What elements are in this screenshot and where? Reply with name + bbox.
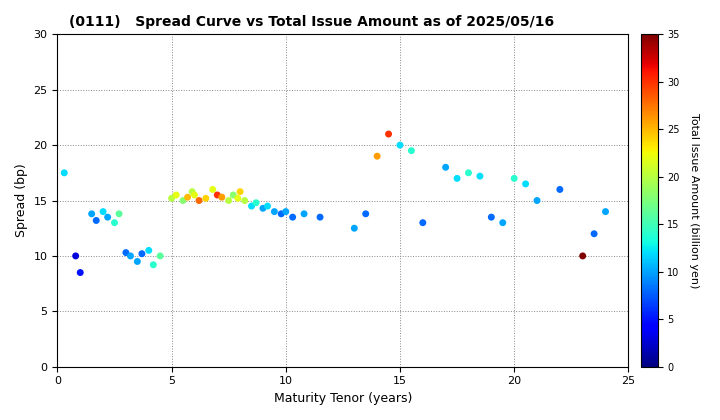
Point (508, 175, 520, 182)
Point (520, 181, 531, 187)
Point (109, 219, 120, 226)
Point (239, 197, 251, 204)
Point (136, 250, 148, 257)
Point (125, 252, 136, 259)
Point (154, 252, 166, 259)
Point (166, 195, 177, 202)
Point (182, 194, 194, 201)
Point (223, 197, 235, 204)
Point (251, 200, 262, 206)
Point (280, 208, 292, 215)
Point (485, 214, 497, 220)
Point (177, 197, 189, 204)
Point (287, 214, 298, 220)
Point (531, 197, 543, 204)
Point (120, 249, 132, 256)
Point (276, 210, 287, 217)
Point (232, 195, 243, 202)
Text: (0111)   Spread Curve vs Total Issue Amount as of 2025/05/16: (0111) Spread Curve vs Total Issue Amoun… (69, 15, 554, 29)
Point (193, 197, 204, 204)
Point (74, 269, 86, 276)
Point (497, 219, 508, 226)
Point (86, 210, 97, 217)
Point (228, 192, 239, 198)
Point (97, 208, 109, 215)
Point (132, 258, 143, 265)
Point (207, 186, 218, 193)
Point (577, 252, 588, 259)
Point (600, 208, 611, 215)
Point (58, 169, 70, 176)
Point (143, 247, 155, 254)
Point (395, 142, 406, 149)
Point (189, 192, 200, 198)
Point (451, 175, 463, 182)
Point (405, 147, 417, 154)
Point (113, 210, 125, 217)
Point (257, 205, 269, 212)
Y-axis label: Spread (bp): Spread (bp) (15, 164, 28, 237)
Point (298, 210, 310, 217)
Point (234, 188, 246, 195)
Point (269, 208, 280, 215)
Point (91, 217, 102, 224)
Point (216, 194, 228, 201)
Point (417, 219, 428, 226)
Point (212, 192, 223, 198)
Point (70, 252, 81, 259)
X-axis label: Maturity Tenor (years): Maturity Tenor (years) (274, 392, 412, 405)
Point (360, 210, 372, 217)
Point (262, 203, 274, 210)
Y-axis label: Total Issue Amount (billion yen): Total Issue Amount (billion yen) (689, 113, 699, 288)
Point (463, 169, 474, 176)
Point (200, 195, 212, 202)
Point (148, 261, 159, 268)
Point (186, 188, 198, 195)
Point (171, 192, 182, 198)
Point (372, 153, 383, 160)
Point (474, 173, 486, 179)
Point (102, 214, 114, 220)
Point (315, 214, 326, 220)
Point (348, 225, 360, 231)
Point (440, 164, 451, 171)
Point (383, 131, 395, 137)
Point (588, 231, 600, 237)
Point (246, 203, 257, 210)
Point (554, 186, 566, 193)
